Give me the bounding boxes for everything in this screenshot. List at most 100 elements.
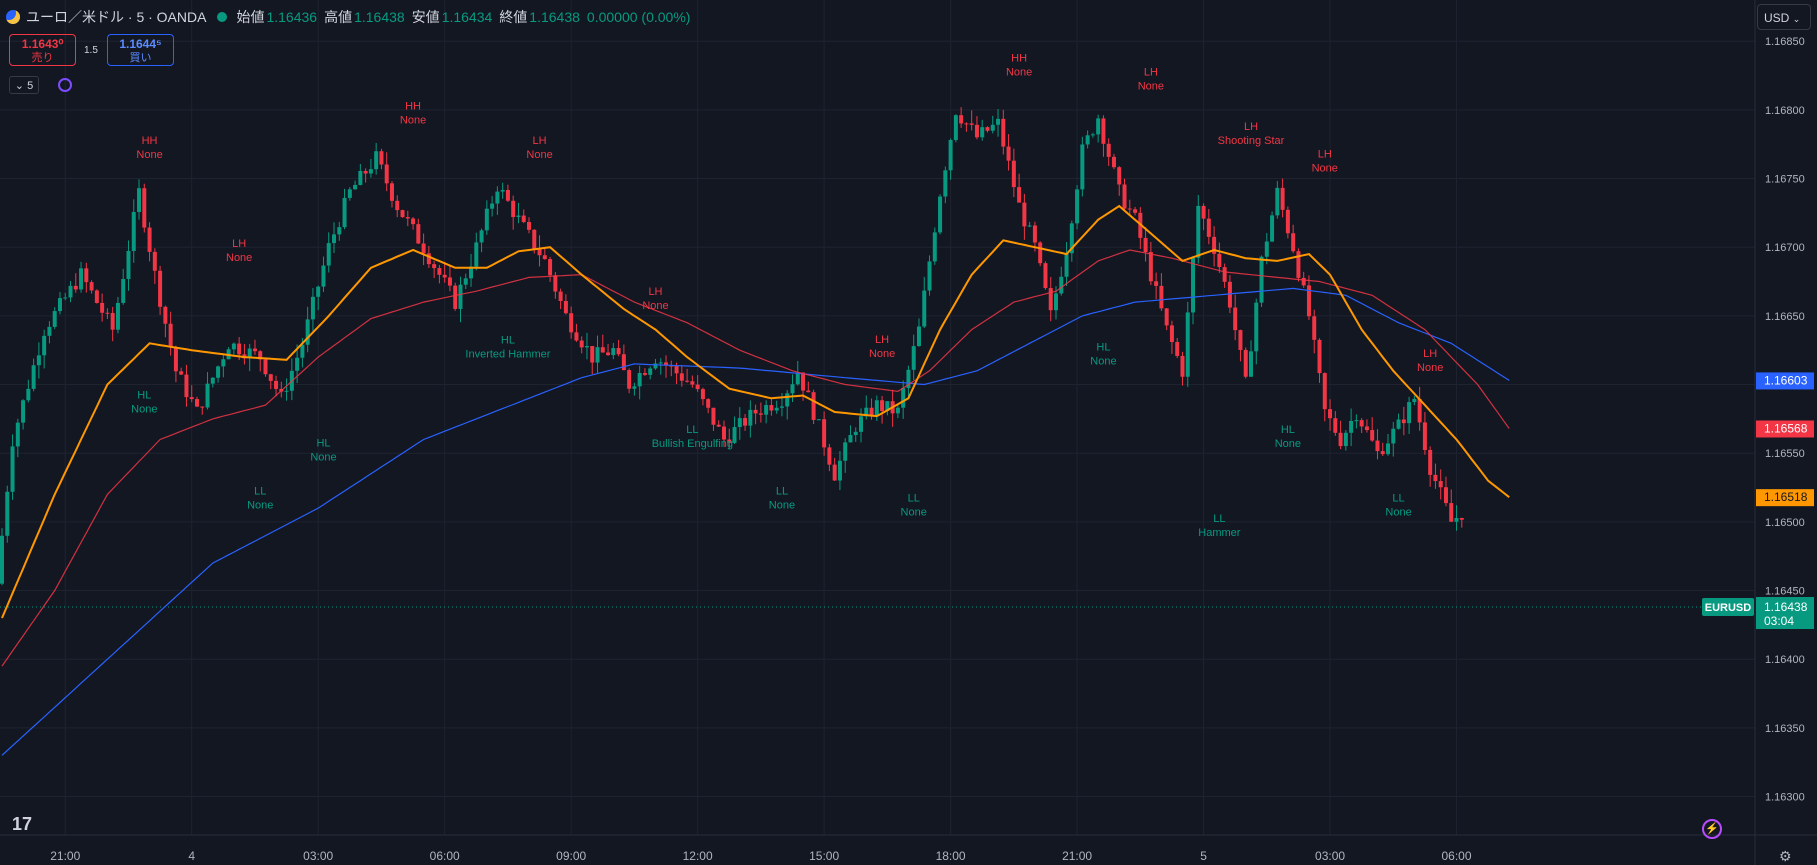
interval-toggle[interactable]: ⌄ 5	[9, 76, 39, 94]
candle-body	[405, 217, 410, 219]
pivot-pattern-text: None	[1417, 362, 1443, 374]
bolt-icon[interactable]: ⚡	[1702, 819, 1722, 839]
candle-body	[1306, 285, 1311, 317]
pivot-pattern-text: None	[769, 500, 795, 512]
candle-body	[47, 326, 52, 336]
buy-button[interactable]: 1.1644⁵ 買い	[107, 34, 174, 66]
sell-button[interactable]: 1.1643⁰ 売り	[9, 34, 76, 66]
candle-body	[347, 189, 352, 198]
candle-body	[1354, 420, 1359, 422]
candle-body	[753, 409, 758, 414]
candle-body	[558, 291, 563, 301]
price-axis: 1.16850 1.16800 1.16750 1.16700 1.16650 1.166…	[1765, 36, 1805, 803]
candle-body	[843, 442, 848, 461]
candle-body	[31, 365, 36, 389]
candle-body	[252, 348, 257, 352]
pivot-label: LH None	[1138, 66, 1164, 92]
candle-body	[1227, 281, 1232, 308]
pivot-label: LH None	[1312, 149, 1338, 175]
candle-body	[611, 348, 616, 356]
candle-body	[316, 286, 321, 297]
candle-body	[1364, 426, 1369, 431]
candle-body	[1222, 267, 1227, 282]
candle-body	[189, 397, 194, 400]
candle-body	[974, 124, 979, 138]
candle-body	[1370, 430, 1375, 441]
currency-selector[interactable]: USD ⌄	[1757, 4, 1811, 30]
pivot-type-text: LH	[875, 334, 889, 346]
candle-body	[1312, 316, 1317, 340]
candle-body	[827, 447, 832, 465]
chart-settings-icon[interactable]: ⚙	[1779, 848, 1792, 864]
candles	[0, 107, 1464, 586]
candle-body	[579, 340, 584, 348]
candle-body	[0, 535, 4, 584]
pivot-label: HL None	[1090, 341, 1116, 367]
candle-body	[1333, 418, 1338, 433]
candle-body	[1122, 184, 1127, 209]
candle-body	[358, 170, 363, 185]
candle-body	[685, 380, 690, 382]
candle-body	[1417, 398, 1422, 423]
candle-body	[395, 200, 400, 211]
candle-body	[938, 196, 943, 233]
candle-body	[1264, 241, 1269, 257]
indicator-price-text: 1.16518	[1764, 490, 1808, 504]
candle-body	[679, 373, 684, 381]
pivot-type-text: HL	[501, 335, 515, 347]
candle-body	[505, 189, 510, 201]
candle-body	[1027, 225, 1032, 227]
candle-body	[221, 359, 226, 367]
price-tick-label: 1.16800	[1765, 105, 1805, 117]
pivot-type-text: LL	[908, 493, 920, 505]
pivot-label: LH None	[869, 334, 895, 360]
candle-body	[816, 419, 821, 421]
current-price-box	[1756, 597, 1814, 630]
candle-body	[442, 274, 447, 278]
candle-body	[1443, 487, 1448, 504]
price-tick-label: 1.16550	[1765, 448, 1805, 460]
pivot-type-text: LH	[533, 135, 547, 147]
candle-body	[1449, 503, 1454, 522]
symbol-title[interactable]: ユーロ／米ドル · 5 · OANDA	[26, 9, 207, 25]
open-value: 1.16436	[266, 9, 318, 25]
candle-body	[337, 227, 342, 235]
candle-body	[1059, 276, 1064, 294]
pivot-type-text: LH	[1423, 348, 1437, 360]
candle-body	[1454, 517, 1459, 522]
market-open-status-icon	[217, 12, 228, 22]
indicator-settings-icon[interactable]	[58, 78, 72, 92]
candle-body	[595, 347, 600, 363]
candle-body	[1270, 215, 1275, 242]
candle-body	[853, 431, 858, 436]
candle-body	[779, 406, 784, 408]
candle-body	[1380, 451, 1385, 455]
candle-body	[147, 227, 152, 252]
candle-body	[927, 261, 932, 291]
pivot-label: LH Shooting Star	[1218, 121, 1285, 147]
candle-body	[1054, 293, 1058, 311]
candle-body	[121, 279, 126, 303]
candle-body	[1017, 187, 1022, 203]
candle-body	[495, 191, 500, 204]
candle-body	[527, 221, 531, 230]
candle-body	[1438, 481, 1443, 488]
candle-body	[1212, 236, 1217, 254]
candle-body	[42, 335, 47, 356]
candle-body	[953, 115, 958, 140]
candle-body	[263, 359, 268, 375]
pivot-type-text: LH	[648, 286, 662, 298]
candle-body	[658, 362, 663, 364]
candle-body	[748, 409, 753, 426]
pivot-type-text: LL	[686, 424, 698, 436]
candle-body	[1106, 143, 1111, 157]
tradingview-logo-icon[interactable]: 17	[12, 814, 33, 834]
pivot-type-text: HL	[137, 390, 151, 402]
pivot-pattern-text: None	[1312, 163, 1338, 175]
candle-body	[985, 127, 990, 131]
candle-body	[479, 230, 484, 243]
candle-body	[115, 302, 120, 330]
candle-body	[258, 351, 263, 360]
pivot-pattern-text: Inverted Hammer	[465, 349, 550, 361]
